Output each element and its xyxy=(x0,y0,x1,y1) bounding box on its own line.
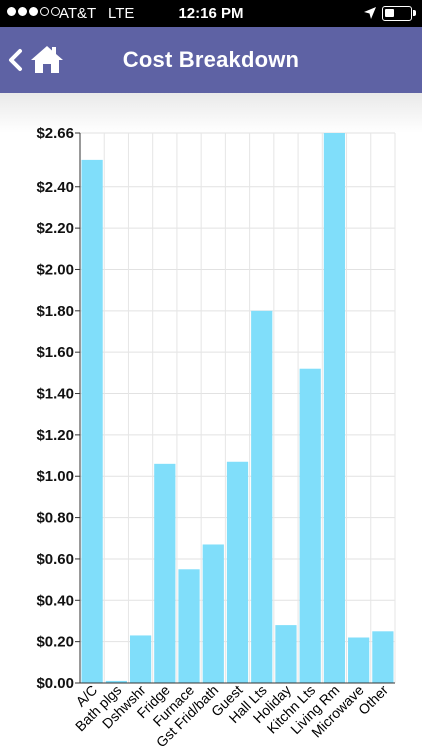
bar-a-c xyxy=(81,159,103,683)
page-title: Cost Breakdown xyxy=(122,47,300,72)
home-icon[interactable] xyxy=(30,44,64,74)
y-tick-label: $2.40 xyxy=(36,179,74,196)
y-tick-label: $2.00 xyxy=(36,261,74,278)
network-type: LTE xyxy=(108,5,135,22)
bar-living-rm xyxy=(323,133,346,683)
bar-furnace xyxy=(178,569,200,683)
bar-holiday xyxy=(275,625,297,683)
carrier-name: AT&T xyxy=(59,5,97,22)
y-tick-label: $1.40 xyxy=(36,386,74,403)
chevron-left-icon[interactable] xyxy=(6,47,26,73)
battery-level xyxy=(385,9,394,17)
y-tick-label: $2.66 xyxy=(36,125,74,142)
y-tick-label: $1.20 xyxy=(36,427,74,444)
location-arrow-icon xyxy=(364,7,376,19)
signal-dot xyxy=(29,7,38,16)
y-tick-label: $1.60 xyxy=(36,344,74,361)
signal-strength-icon xyxy=(7,7,60,16)
bar-guest xyxy=(226,461,249,683)
app-header: Cost Breakdown xyxy=(0,27,422,93)
y-tick-label: $0.20 xyxy=(36,634,74,651)
signal-dot xyxy=(51,7,60,16)
y-tick-label: $0.80 xyxy=(36,510,74,527)
signal-dot xyxy=(18,7,27,16)
y-tick-label: $1.80 xyxy=(36,303,74,320)
signal-dot xyxy=(7,7,16,16)
battery-tip xyxy=(413,10,416,16)
cost-breakdown-chart: $0.00 $0.20 $0.40 $0.60 $0.80 $1.00 $1.20 $1.40… xyxy=(0,93,422,750)
header-shadow xyxy=(0,93,422,133)
bar-other xyxy=(372,631,394,683)
bar-dshwshr xyxy=(129,635,152,683)
y-tick-label: $0.60 xyxy=(36,551,74,568)
bar-microwave xyxy=(348,637,370,683)
clock: 12:16 PM xyxy=(178,5,244,22)
y-tick-label: $0.00 xyxy=(36,675,74,692)
y-tick-label: $1.00 xyxy=(36,468,74,485)
signal-dot xyxy=(40,7,49,16)
status-bar: AT&T LTE 12:16 PM xyxy=(0,0,422,27)
y-tick-label: $2.20 xyxy=(36,220,74,237)
bar-chart: $0.00 $0.20 $0.40 $0.60 $0.80 $1.00 $1.20 $1.40… xyxy=(36,125,396,750)
bar-gst-frid-bath xyxy=(202,544,224,683)
bar-fridge xyxy=(154,463,176,683)
bar-bath-plgs xyxy=(105,680,127,683)
bar-hall-lts xyxy=(251,310,273,683)
battery-icon xyxy=(382,6,412,21)
y-tick-label: $0.40 xyxy=(36,592,74,609)
bar-kitchn-lts xyxy=(299,368,321,683)
